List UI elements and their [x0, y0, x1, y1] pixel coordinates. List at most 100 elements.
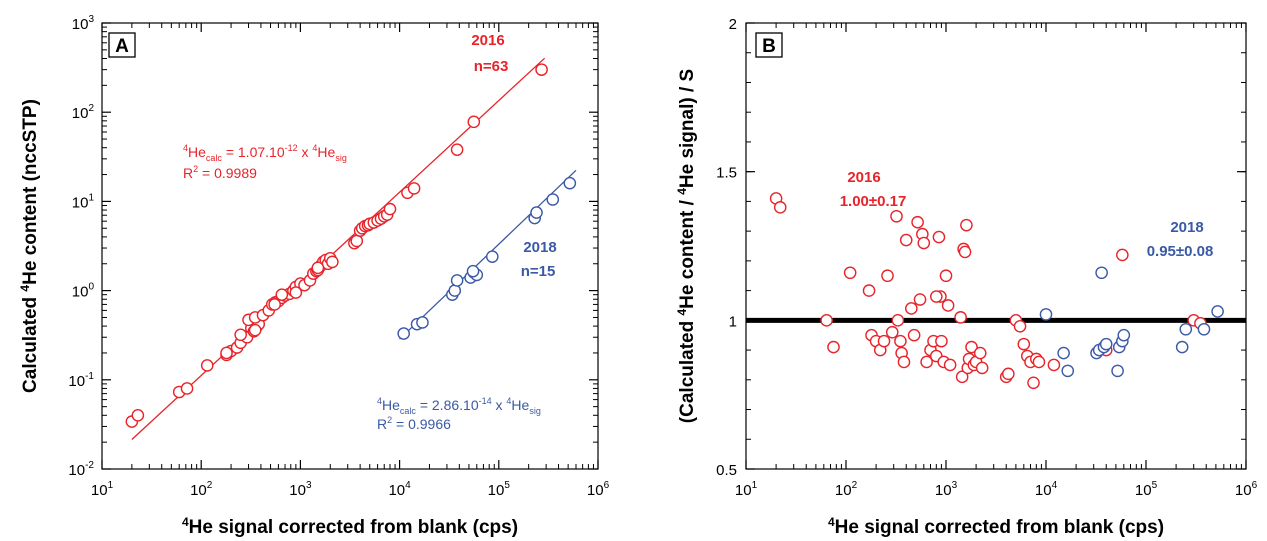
- panel-a-point-2018: [546, 193, 560, 206]
- panel-b-point-2016: [939, 269, 953, 283]
- panel-a-point-2016: [407, 182, 421, 195]
- panel-b-point-2018: [1175, 340, 1189, 354]
- panel-a-fit-line-2016: [131, 57, 546, 441]
- panel-a-y-tick-label: 101: [72, 192, 95, 211]
- panel-b-point-2016: [897, 355, 911, 369]
- panel-b-label: B: [762, 36, 776, 57]
- panel-b-point-2016: [958, 245, 972, 259]
- panel-b-point-2018: [1117, 328, 1131, 342]
- panel-a-y-tick-label: 102: [72, 103, 95, 122]
- panel-b-point-2016: [881, 269, 894, 283]
- panel-b-point-2018: [1099, 337, 1113, 351]
- panel-b-point-2016: [1002, 367, 1015, 381]
- panel-b-point-2016: [930, 290, 943, 303]
- panel-a-point-2016: [326, 255, 339, 269]
- panel-b-x-tick-label: 102: [835, 480, 858, 499]
- panel-a-point-2016: [275, 288, 289, 301]
- panel-a-point-2018: [530, 206, 543, 219]
- panel-a-x-tick-label: 103: [289, 480, 312, 499]
- panel-a-plot-frame: [101, 22, 599, 470]
- panel-b-point-2016: [973, 346, 987, 360]
- panel-b-point-2016: [877, 334, 891, 348]
- panel-b-point-2016: [843, 266, 857, 280]
- panel-a-y-tick-label: 100: [72, 282, 95, 301]
- panel-b-point-2016: [1027, 376, 1040, 390]
- panel-a-point-2016: [131, 408, 145, 422]
- panel-a-2018-equation: 4Hecalc = 2.86.10-14 x 4Hesig: [377, 396, 541, 416]
- panel-b-2016-year: 2016: [847, 169, 880, 186]
- panel-b-points: [769, 192, 1224, 390]
- panel-b-ticks: 101 102 103 104 105 106 0.5 1 1.5 2: [716, 16, 1257, 499]
- panel-b-point-2016: [960, 218, 973, 232]
- panel-a-point-2018: [486, 250, 499, 263]
- panel-b-2018-year: 2018: [1170, 219, 1203, 236]
- panel-a-2018-r2: R2 = 0.9966: [377, 415, 451, 432]
- panel-b-2016-stat: 1.00±0.17: [840, 193, 907, 210]
- panel-b-point-2016: [820, 314, 833, 327]
- panel-a-point-2016: [180, 382, 194, 395]
- panel-a-x-tick-label: 106: [587, 480, 610, 499]
- panel-a: 101 102 103 104 105 106 10-2 10-1 100 101 102 103 A…: [18, 14, 610, 538]
- panel-b-point-2016: [1032, 355, 1046, 369]
- panel-a-point-2016: [467, 115, 481, 129]
- panel-b-point-2016: [941, 299, 955, 312]
- panel-b-y-tick-label: 0.5: [716, 462, 737, 479]
- panel-b-point-2016: [885, 325, 899, 339]
- panel-b-point-2016: [773, 201, 787, 214]
- panel-b-plot-frame: [745, 22, 1247, 470]
- panel-b-point-2018: [1197, 322, 1211, 336]
- panel-a-2018-count: n=15: [521, 263, 556, 280]
- panel-a-x-tick-label: 105: [488, 480, 511, 499]
- panel-a-point-2016: [248, 323, 262, 337]
- panel-a-point-2016: [383, 202, 397, 216]
- panel-b-point-2016: [1047, 358, 1061, 372]
- panel-a-point-2016: [289, 286, 303, 299]
- panel-a-y-axis-label: Calculated 4He content (nccSTP): [18, 99, 41, 393]
- panel-b-point-2016: [917, 236, 931, 250]
- panel-b-point-2016: [905, 302, 918, 315]
- panel-a-point-2016: [268, 298, 281, 311]
- panel-b-point-2016: [1116, 248, 1129, 262]
- panel-a-point-2016: [234, 328, 247, 342]
- panel-b-point-2016: [891, 314, 905, 327]
- panel-b-x-tick-label: 101: [735, 480, 758, 499]
- panel-b-point-2016: [911, 215, 924, 229]
- panel-a-label: A: [115, 36, 129, 57]
- panel-b-point-2018: [1061, 364, 1075, 378]
- panel-a-points: [125, 63, 577, 428]
- panel-b-label-box: [755, 32, 783, 58]
- panel-b-point-2018: [1111, 364, 1124, 378]
- panel-b-point-2016: [862, 284, 876, 297]
- panel-b-point-2018: [1095, 266, 1108, 280]
- panel-a-x-axis-label: 4He signal corrected from blank (cps): [182, 515, 518, 538]
- panel-a-point-2018: [397, 327, 411, 340]
- panel-a-y-tick-label: 103: [72, 14, 95, 33]
- panel-b-point-2016: [975, 361, 989, 375]
- panel-b-point-2016: [920, 355, 933, 369]
- panel-a-point-2018: [563, 176, 577, 190]
- panel-a-ticks: 101 102 103 104 105 106 10-2 10-1 100 101 102 103: [68, 14, 609, 499]
- panel-a-point-2016: [311, 261, 325, 275]
- panel-a-point-2018: [416, 316, 429, 329]
- panel-a-label-box: [108, 32, 136, 58]
- panel-a-x-tick-label: 101: [91, 480, 114, 499]
- panel-b-x-tick-label: 103: [935, 480, 958, 499]
- panel-b-2018-stat: 0.95±0.08: [1147, 243, 1214, 260]
- panel-a-point-2016: [220, 346, 233, 360]
- panel-a-point-2016: [450, 143, 464, 156]
- panel-a-y-tick-label: 10-2: [68, 460, 94, 479]
- panel-b-point-2016: [932, 230, 946, 244]
- panel-b-point-2016: [943, 358, 957, 372]
- panel-b-y-axis-label: (Calculated 4He content / 4He signal) / …: [675, 69, 698, 423]
- panel-b-point-2016: [899, 233, 913, 247]
- panel-b-point-2018: [1039, 308, 1053, 321]
- panel-a-2018-year: 2018: [523, 239, 556, 256]
- panel-a-2016-count: n=63: [474, 58, 509, 75]
- panel-a-point-2016: [350, 234, 364, 248]
- panel-b-point-2016: [913, 293, 927, 306]
- panel-b-x-tick-label: 105: [1135, 480, 1158, 499]
- panel-a-point-2018: [450, 274, 464, 287]
- panel-a-2016-r2: R2 = 0.9989: [183, 164, 257, 181]
- panel-b-point-2018: [1179, 322, 1193, 336]
- panel-a-x-tick-label: 102: [190, 480, 213, 499]
